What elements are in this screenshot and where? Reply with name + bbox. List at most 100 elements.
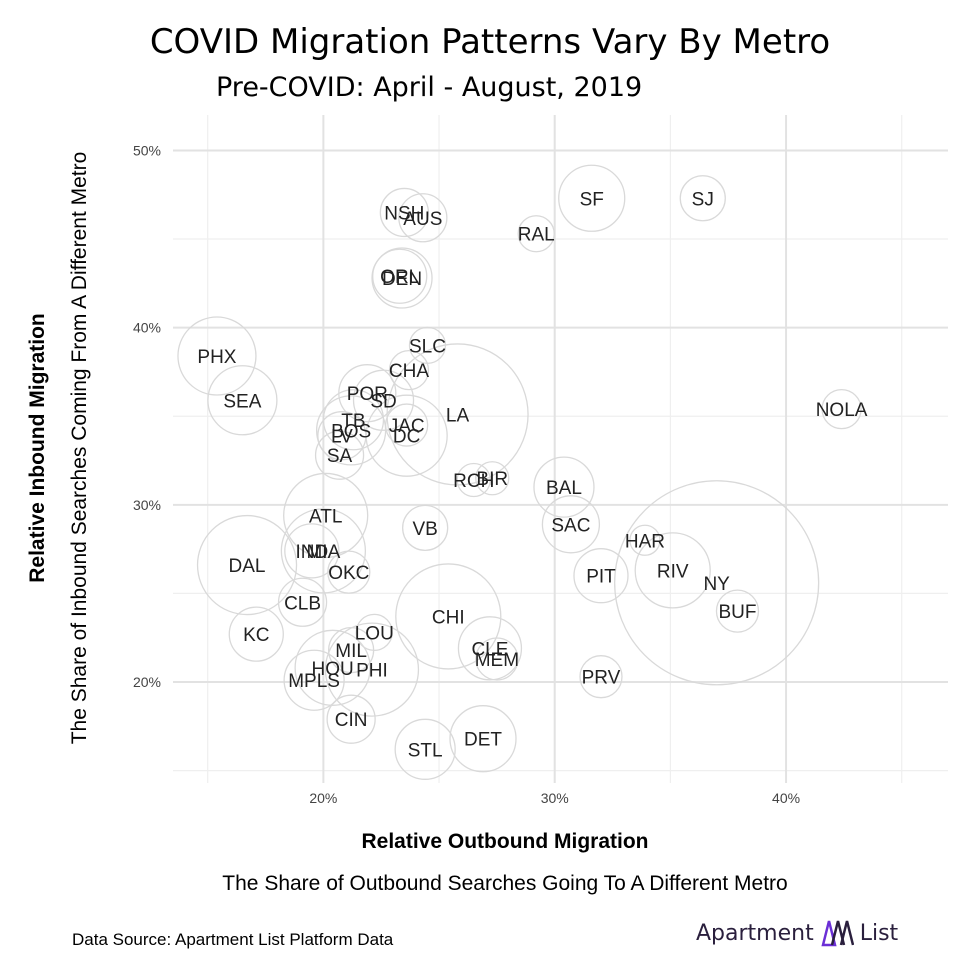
bubble-det [449,705,517,773]
point-label-lv: LV [331,427,353,448]
bubble-cin [326,694,376,744]
point-label-aus: AUS [403,209,442,230]
grid-major [173,115,948,783]
x-tick-label: 20% [309,790,337,806]
axis-ticks: 20% 30% 40% 20% 30% 40% 50% [133,142,800,806]
point-label-buf: BUF [718,602,756,623]
y-axis-sublabel: The Share of Inbound Searches Coming Fro… [68,151,91,745]
bubble-cle [457,616,523,681]
point-label-bos: BOS [331,421,371,442]
bubble-aus [398,193,448,243]
point-label-hou: HOU [312,659,354,680]
bubble-den [371,247,433,309]
point-label-dal: DAL [229,556,266,577]
point-label-mia: MIA [306,542,340,563]
bubbles [177,164,862,780]
bubble-okc [327,550,371,594]
bubble-ral [517,215,555,253]
point-label-okc: OKC [328,563,369,584]
point-label-nola: NOLA [816,400,868,421]
point-label-cin: CIN [335,710,368,731]
bubble-stl [394,718,456,780]
point-label-phx: PHX [197,347,236,368]
bubble-ny [614,480,820,686]
point-label-mem: MEM [475,650,519,671]
bubble-ind [284,523,340,579]
bubble-atl [283,472,369,559]
point-label-sac: SAC [551,515,590,536]
point-label-dc: DC [393,427,420,448]
bubble-rch [456,462,491,498]
bubble-clb [277,577,328,627]
bubble-pit [573,548,629,604]
point-label-prv: PRV [582,668,621,689]
apartment-list-logo: Apartment List [696,918,898,948]
point-label-riv: RIV [657,561,689,582]
bubble-mem [475,637,519,681]
bubble-sf [558,164,626,232]
bubble-mia [280,508,367,594]
chart-title: COVID Migration Patterns Vary By Metro [149,22,831,62]
bubble-buf [715,589,760,633]
bubble-sac [541,495,601,554]
y-axis-label: Relative Inbound Migration [26,313,49,583]
bubble-hou [294,629,371,706]
grid-minor [173,115,948,783]
bubble-vb [402,504,449,551]
bubble-sd [352,369,415,431]
bubble-sea [207,365,278,436]
point-label-stl: STL [408,740,443,761]
logo-text-left: Apartment [696,920,814,946]
y-tick-label: 40% [133,320,161,336]
bubble-chi [395,563,502,670]
point-label-mpls: MPLS [288,671,340,692]
bubble-phx [177,316,257,396]
point-label-orl: ORL [380,267,419,288]
point-label-la: LA [446,405,470,426]
point-label-ind: IND [295,542,328,563]
point-label-mil: MIL [335,641,367,662]
point-label-lou: LOU [355,623,394,644]
point-label-tb: TB [341,411,365,432]
point-label-kc: KC [243,625,269,646]
bubble-dal [196,514,298,616]
bubble-kc [228,606,284,662]
point-label-ny: NY [703,574,730,595]
point-label-den: DEN [382,269,422,290]
point-label-atl: ATL [309,506,342,527]
x-axis-sublabel: The Share of Outbound Searches Going To … [222,872,788,895]
x-tick-label: 40% [772,790,800,806]
point-label-cha: CHA [389,361,429,382]
point-label-sj: SJ [692,189,714,210]
point-label-jac: JAC [389,416,425,437]
bubble-sa [314,430,365,480]
point-label-slc: SLC [409,336,446,357]
point-label-sf: SF [580,189,604,210]
point-label-har: HAR [625,531,665,552]
point-label-chi: CHI [432,607,465,628]
bubble-riv [634,532,711,609]
point-label-por: POR [347,384,388,405]
bubble-bos [315,395,387,466]
point-label-rch: RCH [453,471,494,492]
point-label-pit: PIT [586,567,616,588]
bubble-bal [533,456,595,518]
bubble-bir [475,461,510,496]
logo-text-right: List [859,920,899,946]
bubble-prv [579,655,623,699]
bubble-phi [324,622,420,717]
point-label-vb: VB [412,519,437,540]
bubble-nsh [379,187,429,238]
x-axis-label: Relative Outbound Migration [361,830,649,853]
bubble-nola [821,388,862,430]
bubble-mpls [283,649,345,711]
data-source-note: Data Source: Apartment List Platform Dat… [72,930,394,949]
x-tick-label: 30% [541,790,569,806]
point-label-sea: SEA [223,391,261,412]
point-label-clb: CLB [284,593,321,614]
bubble-cha [388,350,430,391]
point-label-sa: SA [327,446,353,467]
y-tick-label: 50% [133,142,161,158]
point-label-ral: RAL [518,225,555,246]
